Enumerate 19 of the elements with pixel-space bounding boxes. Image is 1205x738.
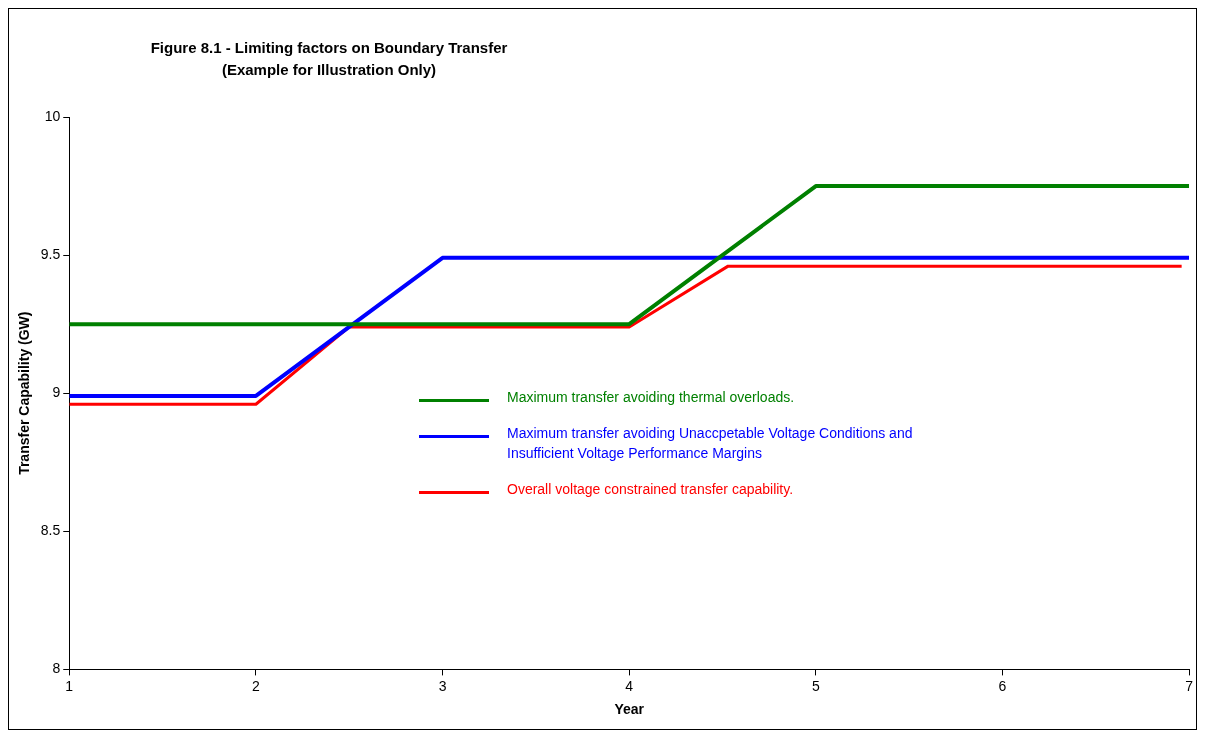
x-axis-title: Year xyxy=(614,701,645,718)
y-axis-title: Transfer Capability (GW) xyxy=(16,311,33,475)
y-tick-label: 8 xyxy=(52,660,61,677)
legend-label: Maximum transfer avoiding thermal overloads. xyxy=(507,388,796,407)
x-tick-label: 2 xyxy=(252,677,260,694)
x-tick-label: 1 xyxy=(65,677,74,694)
y-tick-label: 8.5 xyxy=(40,522,61,539)
x-tick-label: 3 xyxy=(438,677,447,694)
legend-label: Maximum transfer avoiding Unaccpetable Voltage Conditions and Insufficient Voltage Performance Margins xyxy=(507,424,914,463)
chart-title: Figure 8.1 - Limiting factors on Boundary Transfer xyxy=(149,38,509,58)
y-tick-label: 9.5 xyxy=(40,245,61,262)
y-tick-label: 10 xyxy=(44,107,61,124)
chart-subtitle: (Example for Illustration Only) xyxy=(220,60,438,80)
legend-label: Overall voltage constrained transfer capability. xyxy=(507,480,795,499)
x-tick-label: 5 xyxy=(811,677,820,694)
x-tick-label: 4 xyxy=(625,677,634,694)
y-tick-label: 9 xyxy=(52,384,61,401)
x-tick-label: 7 xyxy=(1185,677,1194,694)
x-tick-label: 6 xyxy=(998,677,1007,694)
